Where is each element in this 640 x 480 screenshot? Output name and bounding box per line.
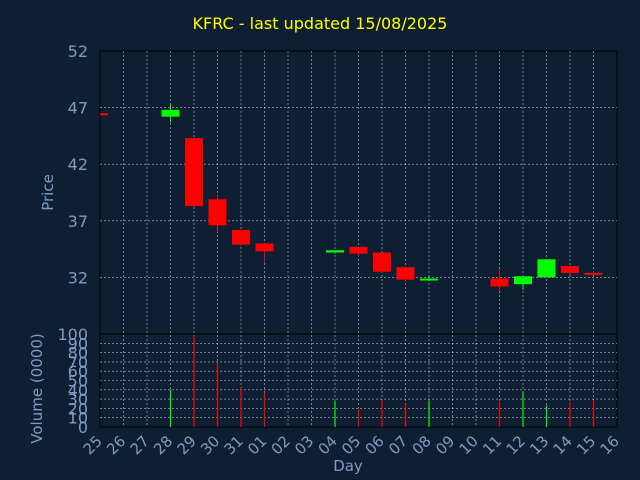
candle-body — [161, 109, 180, 117]
price-tick-label: 47 — [68, 99, 88, 118]
candle-body — [584, 272, 603, 275]
x-tick-label: 16 — [597, 432, 623, 458]
price-axis-label: Price — [39, 174, 57, 211]
x-tick-label: 01 — [244, 432, 270, 458]
x-tick-label: 06 — [362, 432, 388, 458]
x-tick-label: 29 — [174, 432, 200, 458]
price-tick-label: 37 — [68, 212, 88, 231]
x-tick-label: 07 — [385, 432, 411, 458]
volume-tick-label: 0 — [78, 418, 88, 437]
x-tick-label: 02 — [268, 432, 294, 458]
x-tick-label: 05 — [338, 432, 364, 458]
volume-tick-label: 100 — [57, 325, 88, 344]
x-tick-label: 08 — [409, 432, 435, 458]
volume-tick-label: 30 — [68, 390, 88, 409]
x-tick-label: 14 — [550, 432, 576, 458]
candle-body — [326, 250, 344, 253]
candle-body — [561, 266, 579, 273]
volume-tick-label: 90 — [68, 334, 88, 353]
volume-tick-label: 50 — [68, 372, 88, 391]
volume-tick-label: 70 — [68, 353, 88, 372]
candle-body — [100, 113, 108, 116]
x-tick-label: 04 — [315, 432, 341, 458]
volume-tick-label: 80 — [68, 344, 88, 363]
candle-body — [396, 267, 415, 280]
x-tick-label: 15 — [573, 432, 599, 458]
price-tick-label: 32 — [68, 268, 88, 287]
chart-title: KFRC - last updated 15/08/2025 — [192, 14, 448, 33]
volume-axis-label: Volume (0000) — [28, 333, 46, 443]
x-tick-label: 30 — [197, 432, 223, 458]
x-tick-label: 13 — [526, 432, 552, 458]
candle-body — [514, 276, 532, 285]
candle-body — [373, 252, 391, 272]
volume-tick-label: 40 — [68, 381, 88, 400]
x-tick-label: 10 — [456, 432, 482, 458]
x-tick-label: 12 — [503, 432, 529, 458]
x-tick-label: 27 — [127, 432, 153, 458]
candle-body — [349, 246, 368, 254]
x-tick-label: 03 — [291, 432, 317, 458]
price-tick-label: 52 — [68, 42, 88, 61]
candle-body — [232, 229, 250, 245]
candle-body — [255, 243, 274, 252]
candle-body — [420, 278, 438, 281]
volume-tick-label: 20 — [68, 399, 88, 418]
candle-body — [490, 278, 509, 287]
x-tick-label: 31 — [221, 432, 247, 458]
x-axis-label: Day — [333, 457, 363, 475]
x-tick-label: 26 — [103, 432, 129, 458]
x-tick-label: 28 — [150, 432, 176, 458]
volume-tick-label: 60 — [68, 362, 88, 381]
candle-body — [185, 138, 203, 207]
price-tick-label: 42 — [68, 155, 88, 174]
x-tick-label: 09 — [432, 432, 458, 458]
candle-body — [537, 259, 556, 278]
x-tick-label: 11 — [479, 432, 505, 458]
candle-body — [208, 199, 227, 226]
volume-tick-label: 10 — [68, 409, 88, 428]
